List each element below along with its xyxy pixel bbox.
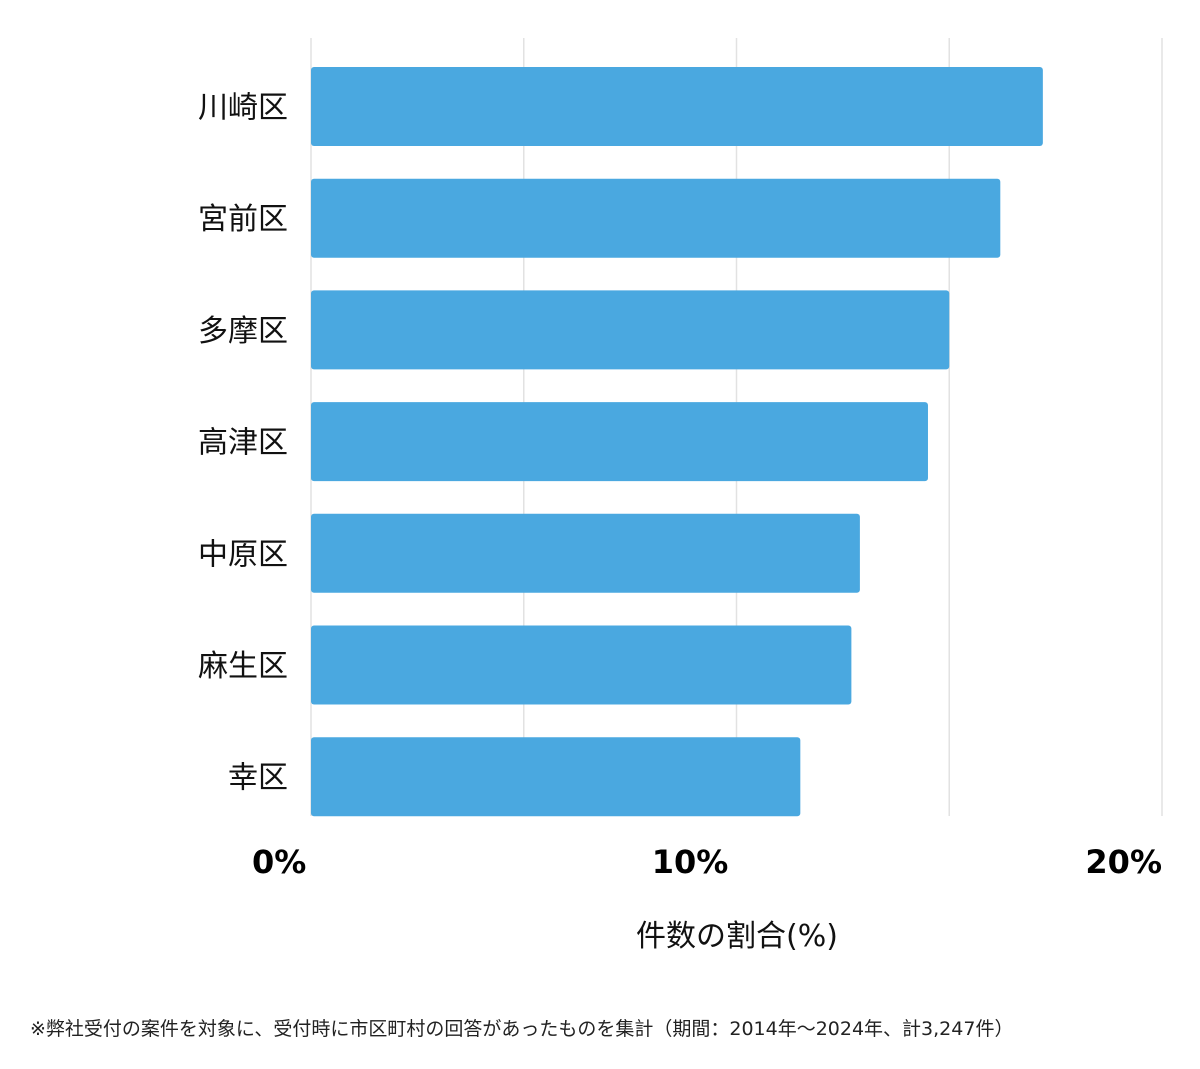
x-axis-title: 件数の割合(%) — [636, 919, 838, 954]
x-tick-labels: 0% 10% 20% — [252, 843, 1162, 881]
category-label: 宮前区 — [198, 202, 288, 237]
category-label: 麻生区 — [198, 649, 288, 684]
category-label: 多摩区 — [198, 314, 288, 349]
bar — [311, 513, 860, 593]
bar — [311, 178, 1001, 258]
bar — [311, 67, 1043, 146]
bars — [311, 67, 1043, 817]
category-label: 川崎区 — [198, 91, 288, 126]
bar — [311, 402, 928, 482]
x-tick-label: 0% — [252, 843, 306, 881]
category-label: 高津区 — [198, 426, 288, 461]
category-label: 幸区 — [228, 761, 288, 796]
footnote: ※弊社受付の案件を対象に、受付時に市区町村の回答があったものを集計（期間：201… — [30, 1018, 1014, 1040]
x-tick-label: 10% — [652, 843, 729, 881]
x-tick-label: 20% — [1085, 843, 1162, 881]
bar — [311, 737, 801, 817]
category-label: 中原区 — [198, 537, 288, 572]
bar — [311, 290, 950, 370]
bar — [311, 625, 852, 705]
